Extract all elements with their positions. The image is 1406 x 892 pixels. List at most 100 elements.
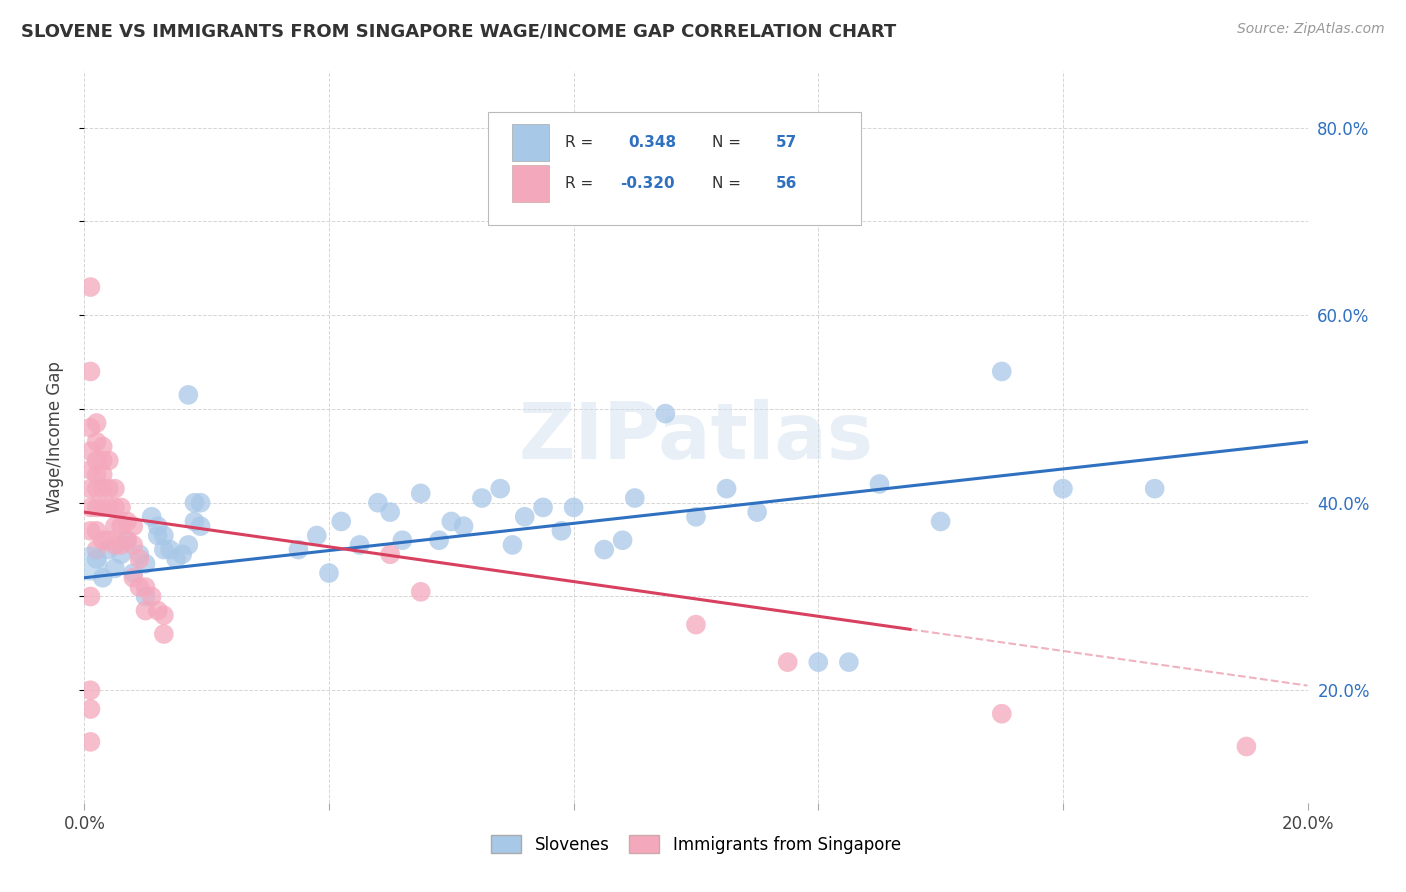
- Point: [685, 509, 707, 524]
- Point: [91, 482, 114, 496]
- Point: [531, 500, 554, 515]
- Point: [91, 500, 114, 515]
- Point: [97, 500, 120, 515]
- Point: [685, 617, 707, 632]
- Point: [153, 608, 176, 623]
- Text: 57: 57: [776, 135, 797, 150]
- Point: [79, 500, 101, 515]
- Point: [427, 533, 450, 548]
- Point: [79, 364, 101, 378]
- Point: [79, 557, 101, 571]
- Point: [1052, 482, 1074, 496]
- Point: [287, 542, 309, 557]
- Point: [97, 533, 120, 548]
- Point: [128, 552, 150, 566]
- Point: [489, 482, 512, 496]
- Point: [122, 538, 145, 552]
- Point: [91, 440, 114, 454]
- Point: [79, 524, 101, 538]
- Point: [79, 280, 101, 294]
- Point: [654, 407, 676, 421]
- Point: [86, 416, 108, 430]
- Point: [79, 683, 101, 698]
- Point: [991, 364, 1014, 378]
- Y-axis label: Wage/Income Gap: Wage/Income Gap: [45, 361, 63, 513]
- Point: [562, 500, 585, 515]
- Point: [115, 533, 138, 548]
- Point: [110, 547, 132, 561]
- Point: [153, 542, 176, 557]
- Point: [807, 655, 830, 669]
- Point: [79, 463, 101, 477]
- Point: [838, 655, 860, 669]
- Point: [104, 482, 127, 496]
- Point: [409, 486, 432, 500]
- Point: [110, 538, 132, 552]
- Point: [453, 519, 475, 533]
- Point: [104, 519, 127, 533]
- Point: [86, 542, 108, 557]
- Text: 56: 56: [776, 176, 797, 191]
- Point: [86, 467, 108, 482]
- Point: [380, 547, 402, 561]
- Point: [177, 388, 200, 402]
- Point: [502, 538, 524, 552]
- Point: [135, 590, 157, 604]
- Point: [115, 533, 138, 548]
- Point: [128, 547, 150, 561]
- Text: Source: ZipAtlas.com: Source: ZipAtlas.com: [1237, 22, 1385, 37]
- Point: [91, 533, 114, 548]
- Text: R =: R =: [565, 135, 598, 150]
- Point: [550, 524, 572, 538]
- Point: [104, 561, 127, 575]
- Point: [146, 603, 169, 617]
- Point: [110, 519, 132, 533]
- Point: [929, 515, 952, 529]
- Point: [1236, 739, 1258, 754]
- Point: [135, 603, 157, 617]
- Point: [135, 580, 157, 594]
- Point: [79, 420, 101, 434]
- Point: [612, 533, 634, 548]
- Point: [79, 444, 101, 458]
- Point: [86, 453, 108, 467]
- Point: [141, 509, 163, 524]
- Point: [716, 482, 738, 496]
- Text: SLOVENE VS IMMIGRANTS FROM SINGAPORE WAGE/INCOME GAP CORRELATION CHART: SLOVENE VS IMMIGRANTS FROM SINGAPORE WAG…: [21, 22, 897, 40]
- Point: [79, 702, 101, 716]
- Point: [305, 528, 328, 542]
- Point: [440, 515, 463, 529]
- Point: [159, 542, 181, 557]
- Point: [97, 482, 120, 496]
- Point: [91, 571, 114, 585]
- Point: [86, 434, 108, 449]
- FancyBboxPatch shape: [488, 112, 860, 225]
- Point: [624, 491, 647, 505]
- Point: [91, 453, 114, 467]
- FancyBboxPatch shape: [513, 165, 550, 202]
- Text: 0.348: 0.348: [628, 135, 676, 150]
- Point: [79, 590, 101, 604]
- Point: [776, 655, 799, 669]
- Point: [391, 533, 413, 548]
- Point: [177, 538, 200, 552]
- Point: [79, 482, 101, 496]
- Text: N =: N =: [711, 135, 745, 150]
- Point: [128, 580, 150, 594]
- Point: [153, 528, 176, 542]
- Point: [110, 500, 132, 515]
- Text: ZIPatlas: ZIPatlas: [519, 399, 873, 475]
- Point: [86, 482, 108, 496]
- Point: [122, 566, 145, 580]
- Point: [1143, 482, 1166, 496]
- Point: [86, 552, 108, 566]
- FancyBboxPatch shape: [513, 124, 550, 161]
- Point: [104, 500, 127, 515]
- Point: [104, 538, 127, 552]
- Point: [79, 735, 101, 749]
- Point: [513, 509, 536, 524]
- Point: [991, 706, 1014, 721]
- Point: [869, 477, 891, 491]
- Point: [135, 557, 157, 571]
- Point: [122, 519, 145, 533]
